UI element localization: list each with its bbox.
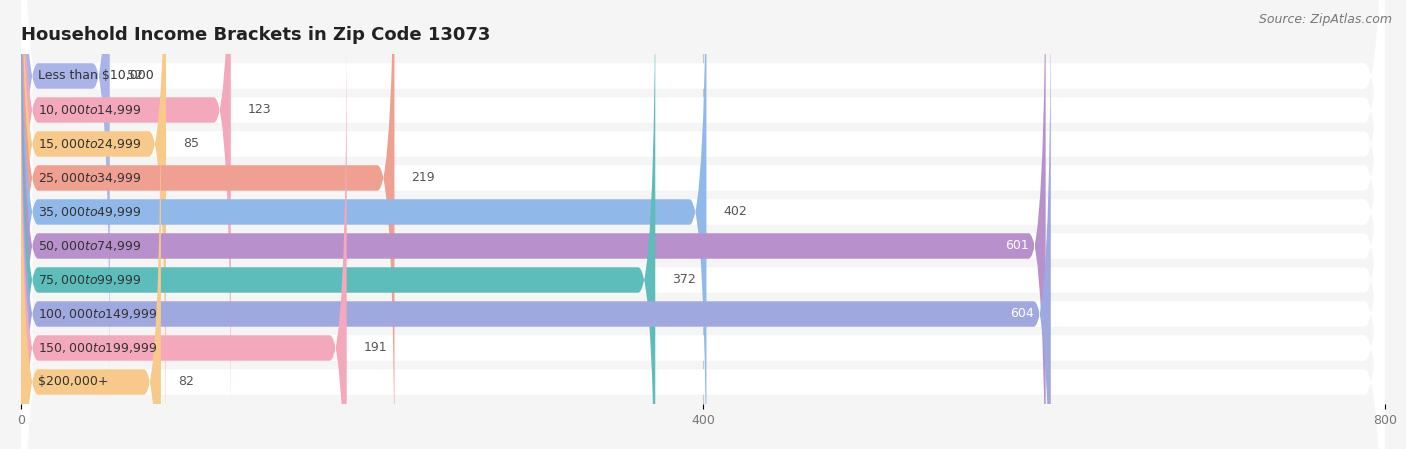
Text: 601: 601 [1005, 239, 1029, 252]
Text: 604: 604 [1010, 308, 1033, 321]
Text: Household Income Brackets in Zip Code 13073: Household Income Brackets in Zip Code 13… [21, 26, 491, 44]
Text: $15,000 to $24,999: $15,000 to $24,999 [38, 137, 142, 151]
FancyBboxPatch shape [21, 0, 1385, 449]
Text: $75,000 to $99,999: $75,000 to $99,999 [38, 273, 142, 287]
Text: 52: 52 [127, 70, 142, 83]
FancyBboxPatch shape [21, 0, 1385, 449]
FancyBboxPatch shape [21, 0, 1385, 449]
FancyBboxPatch shape [21, 55, 160, 449]
FancyBboxPatch shape [21, 0, 1385, 449]
Text: 123: 123 [247, 103, 271, 116]
FancyBboxPatch shape [21, 0, 1046, 449]
Text: 402: 402 [724, 206, 747, 219]
Text: Source: ZipAtlas.com: Source: ZipAtlas.com [1258, 13, 1392, 26]
FancyBboxPatch shape [21, 0, 231, 437]
Text: 82: 82 [179, 375, 194, 388]
Text: $100,000 to $149,999: $100,000 to $149,999 [38, 307, 157, 321]
FancyBboxPatch shape [21, 0, 1385, 449]
FancyBboxPatch shape [21, 0, 1385, 449]
Text: 219: 219 [412, 172, 434, 185]
Text: Less than $10,000: Less than $10,000 [38, 70, 153, 83]
FancyBboxPatch shape [21, 0, 110, 403]
Text: 372: 372 [672, 273, 696, 286]
Text: 85: 85 [183, 137, 200, 150]
FancyBboxPatch shape [21, 0, 1385, 449]
Text: $150,000 to $199,999: $150,000 to $199,999 [38, 341, 157, 355]
Text: $50,000 to $74,999: $50,000 to $74,999 [38, 239, 142, 253]
Text: $35,000 to $49,999: $35,000 to $49,999 [38, 205, 142, 219]
FancyBboxPatch shape [21, 0, 655, 449]
FancyBboxPatch shape [21, 0, 395, 449]
Text: $10,000 to $14,999: $10,000 to $14,999 [38, 103, 142, 117]
FancyBboxPatch shape [21, 0, 1385, 449]
FancyBboxPatch shape [21, 0, 1385, 449]
FancyBboxPatch shape [21, 0, 1385, 449]
Text: 191: 191 [364, 342, 388, 355]
FancyBboxPatch shape [21, 0, 166, 449]
FancyBboxPatch shape [21, 21, 347, 449]
FancyBboxPatch shape [21, 0, 706, 449]
FancyBboxPatch shape [21, 0, 1050, 449]
Text: $200,000+: $200,000+ [38, 375, 108, 388]
Text: $25,000 to $34,999: $25,000 to $34,999 [38, 171, 142, 185]
